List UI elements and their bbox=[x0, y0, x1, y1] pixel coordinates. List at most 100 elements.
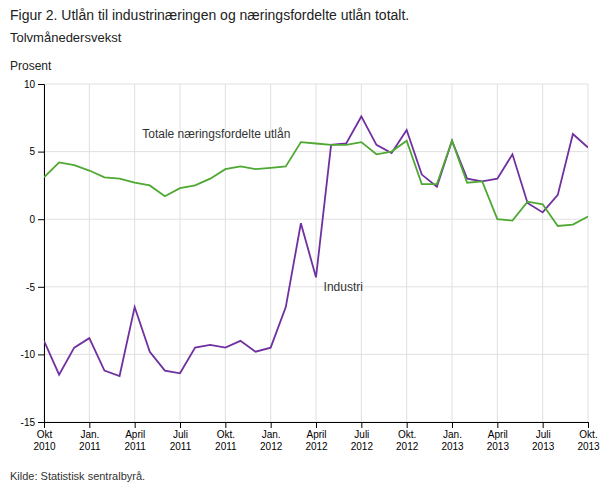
x-tick-label-line: 2013 bbox=[441, 441, 464, 452]
grid-line-x bbox=[497, 84, 498, 422]
x-tick-label-line: Juli bbox=[536, 429, 551, 440]
x-tick-mark bbox=[452, 422, 453, 428]
x-tick-mark bbox=[361, 422, 362, 428]
series-line bbox=[44, 116, 588, 376]
grid-line-x bbox=[134, 84, 135, 422]
y-tick: -15 bbox=[21, 417, 44, 428]
x-tick-label-line: 2012 bbox=[260, 441, 283, 452]
y-tick-label: 5 bbox=[29, 146, 35, 157]
x-tick: Juli2012 bbox=[351, 422, 374, 452]
x-tick-label: Jan.2013 bbox=[441, 429, 464, 452]
y-tick-mark bbox=[38, 152, 44, 153]
grid-line-x bbox=[361, 84, 362, 422]
x-tick: Okt.2013 bbox=[577, 422, 600, 452]
source: Kilde: Statistisk sentralbyrå. bbox=[10, 470, 145, 482]
x-tick-label: Okt.2011 bbox=[215, 429, 237, 452]
y-tick-mark bbox=[38, 84, 44, 85]
x-tick-label: Jan.2011 bbox=[79, 429, 101, 452]
x-tick-label: April2013 bbox=[487, 429, 510, 452]
grid-line-x bbox=[89, 84, 90, 422]
x-tick-mark bbox=[180, 422, 181, 428]
subtitle: Tolvmånedersvekst bbox=[10, 30, 122, 45]
y-tick-mark bbox=[38, 219, 44, 220]
x-tick-label-line: Juli bbox=[173, 429, 188, 440]
x-tick-label: Okt.2012 bbox=[396, 429, 419, 452]
x-tick-label-line: 2012 bbox=[351, 441, 374, 452]
x-tick-label: Jan.2012 bbox=[260, 429, 283, 452]
grid bbox=[44, 84, 588, 422]
grid-line-x bbox=[542, 84, 543, 422]
x-tick: Jan.2012 bbox=[260, 422, 283, 452]
y-tick-label: -15 bbox=[21, 417, 36, 428]
y-axis: -15 -10 -5 0 5 10 bbox=[21, 79, 45, 428]
y-tick-label: 0 bbox=[29, 214, 35, 225]
y-tick: 5 bbox=[29, 146, 44, 157]
x-tick-label-line: 2012 bbox=[305, 441, 328, 452]
y-axis-line bbox=[38, 85, 45, 423]
series-line bbox=[44, 141, 588, 226]
y-tick: -5 bbox=[26, 282, 44, 293]
x-tick-label-line: Juli bbox=[354, 429, 369, 440]
grid-line-x bbox=[452, 84, 453, 422]
chart: Figur 2. Utlån til industrinæringen og n… bbox=[0, 0, 610, 488]
x-tick-label-line: April bbox=[306, 429, 326, 440]
y-tick: 10 bbox=[24, 79, 44, 90]
x-axis: Okt2010Jan.2011April2011Juli2011Okt.2011… bbox=[33, 422, 600, 452]
x-tick-label: Juli2011 bbox=[170, 429, 192, 452]
plot: Okt2010Jan.2011April2011Juli2011Okt.2011… bbox=[21, 79, 601, 452]
annotations: Totale næringsfordelte utlån Industri bbox=[142, 127, 363, 294]
x-tick-label-line: Jan. bbox=[443, 429, 462, 440]
x-tick-label: April2011 bbox=[124, 429, 146, 452]
x-axis-line bbox=[45, 423, 589, 429]
x-tick-label-line: 2013 bbox=[487, 441, 510, 452]
x-tick-mark bbox=[497, 422, 498, 428]
x-tick-label-line: 2011 bbox=[215, 441, 237, 452]
x-tick-mark bbox=[135, 422, 136, 428]
annotation: Industri bbox=[324, 280, 363, 294]
x-tick-mark bbox=[225, 422, 226, 428]
x-tick: Okt.2012 bbox=[396, 422, 419, 452]
x-tick-label-line: 2011 bbox=[124, 441, 146, 452]
grid-line-x bbox=[316, 84, 317, 422]
x-tick-label-line: 2013 bbox=[577, 441, 600, 452]
annotation: Totale næringsfordelte utlån bbox=[142, 127, 290, 141]
x-tick: Juli2011 bbox=[170, 422, 192, 452]
x-tick-label-line: 2012 bbox=[396, 441, 419, 452]
y-tick-label: 10 bbox=[24, 79, 36, 90]
y-tick-label: -10 bbox=[21, 349, 36, 360]
y-tick: -10 bbox=[21, 349, 44, 360]
y-axis-title: Prosent bbox=[10, 59, 52, 73]
x-tick-label-line: Okt. bbox=[217, 429, 235, 440]
x-tick-label-line: Okt bbox=[37, 429, 53, 440]
x-tick-mark bbox=[543, 422, 544, 428]
x-tick-mark bbox=[407, 422, 408, 428]
x-tick-label-line: Jan. bbox=[262, 429, 281, 440]
y-tick-mark bbox=[38, 354, 44, 355]
title: Figur 2. Utlån til industrinæringen og n… bbox=[10, 7, 409, 23]
x-tick: April2012 bbox=[305, 422, 328, 452]
x-tick-mark bbox=[316, 422, 317, 428]
x-tick-mark bbox=[89, 422, 90, 428]
x-tick: Okt.2011 bbox=[215, 422, 237, 452]
grid-line-x bbox=[406, 84, 407, 422]
x-tick: April2011 bbox=[124, 422, 146, 452]
x-tick: Jan.2011 bbox=[79, 422, 101, 452]
x-tick-label-line: Okt. bbox=[579, 429, 597, 440]
x-tick-label: Okt2010 bbox=[33, 429, 56, 452]
y-tick: 0 bbox=[29, 214, 44, 225]
x-tick-label: Juli2012 bbox=[351, 429, 374, 452]
x-tick-label-line: April bbox=[125, 429, 145, 440]
x-tick: Jan.2013 bbox=[441, 422, 464, 452]
grid-line-x bbox=[588, 84, 589, 422]
x-tick-label-line: 2011 bbox=[170, 441, 192, 452]
x-tick-mark bbox=[271, 422, 272, 428]
x-tick-mark bbox=[588, 422, 589, 428]
x-tick: April2013 bbox=[487, 422, 510, 452]
y-tick-mark bbox=[38, 287, 44, 288]
x-tick-label-line: 2010 bbox=[33, 441, 56, 452]
x-tick-label-line: 2013 bbox=[532, 441, 555, 452]
y-tick-label: -5 bbox=[26, 282, 35, 293]
x-tick-label-line: April bbox=[488, 429, 508, 440]
x-tick-label: Juli2013 bbox=[532, 429, 555, 452]
x-tick: Okt2010 bbox=[33, 422, 56, 452]
